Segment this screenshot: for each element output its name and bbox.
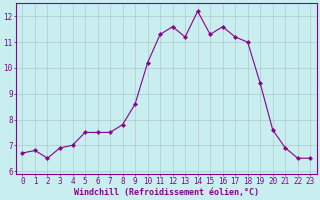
X-axis label: Windchill (Refroidissement éolien,°C): Windchill (Refroidissement éolien,°C) xyxy=(74,188,259,197)
